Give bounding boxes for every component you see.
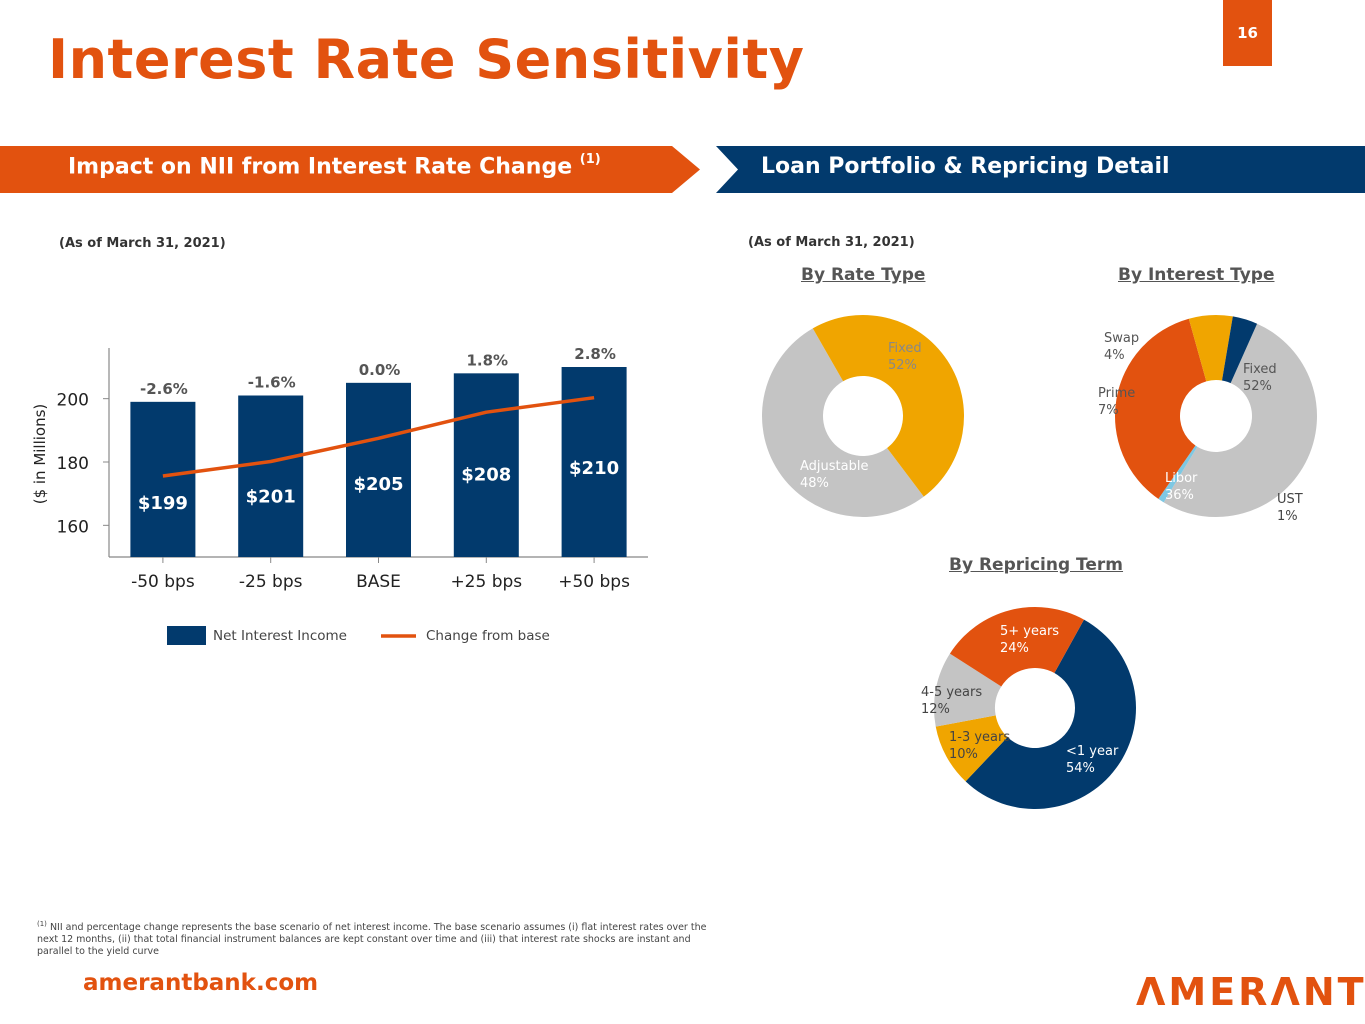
as-of-date-right: (As of March 31, 2021) (748, 235, 915, 250)
slice-label: 4-5 years (921, 685, 982, 700)
page-title: Interest Rate Sensitivity (48, 28, 805, 91)
slice-pct: 1% (1277, 509, 1298, 524)
slice-pct: 7% (1098, 403, 1119, 418)
bar-value-label: $205 (353, 474, 403, 495)
x-tick-label: -50 bps (131, 572, 195, 592)
donut-slice (1222, 316, 1258, 384)
donut-slice (812, 315, 964, 497)
y-tick-label: 200 (57, 391, 89, 411)
donut-slice (1188, 315, 1233, 382)
legend-nii-label: Net Interest Income (213, 628, 347, 644)
footnote-mark: (1) (579, 152, 601, 167)
repricing-term-donut: <1 year 54% 1-3 years 10% 4-5 years 12% 5+ yea… (921, 607, 1136, 809)
slice-label: Libor (1165, 471, 1198, 486)
donut-slice (761, 328, 924, 517)
bar-value-label: $210 (569, 458, 619, 479)
bar-value-label: $199 (138, 493, 188, 514)
interest-type-donut: Fixed 52% UST 1% Libor 36% Prime 7% Swap 4% (1098, 315, 1318, 524)
legend-change-label: Change from base (426, 628, 550, 644)
loan-section-title: Loan Portfolio & Repricing Detail (761, 154, 1170, 179)
slice-label: <1 year (1066, 744, 1119, 759)
slice-label: Swap (1104, 331, 1139, 346)
change-pct-label: 1.8% (466, 351, 508, 369)
donut-slice (1115, 318, 1207, 499)
slice-label: Fixed (1243, 362, 1277, 377)
slice-pct: 48% (800, 476, 829, 491)
as-of-date-left: (As of March 31, 2021) (59, 236, 226, 251)
donut-slice (934, 653, 1002, 727)
donut-slice (1158, 445, 1198, 503)
bar-value-label: $208 (461, 464, 511, 485)
slice-label: 1-3 years (949, 730, 1010, 745)
rate-type-title: By Rate Type (801, 265, 926, 285)
donut-slice (965, 619, 1136, 809)
slice-label: Prime (1098, 386, 1135, 401)
donut-slice (949, 607, 1084, 687)
slice-label: 5+ years (1000, 624, 1059, 639)
y-axis-label: ($ in Millions) (31, 404, 49, 505)
nii-section-title: Impact on NII from Interest Rate Change … (68, 152, 601, 180)
donut-slice (1163, 323, 1318, 517)
rate-type-donut: Fixed 52% Adjustable 48% (761, 315, 964, 517)
slice-pct: 12% (921, 702, 950, 717)
bar-nii (238, 395, 304, 557)
legend-nii-swatch (167, 626, 206, 645)
change-pct-label: -1.6% (248, 374, 296, 392)
bar-nii (453, 373, 519, 557)
slice-label: Adjustable (800, 459, 868, 474)
slice-pct: 10% (949, 747, 978, 762)
x-tick-label: +50 bps (558, 572, 630, 592)
nii-bar-chart: 160 180 200 ($ in Millions) -50 bps -2.6% $199… (31, 345, 648, 645)
interest-type-title: By Interest Type (1118, 265, 1275, 285)
slice-pct: 4% (1104, 348, 1125, 363)
slice-label: UST (1277, 492, 1303, 507)
change-pct-label: 0.0% (359, 361, 401, 379)
bar-nii (346, 382, 411, 557)
change-pct-label: -2.6% (140, 380, 188, 398)
bar-nii (130, 401, 196, 557)
loan-section-banner: Loan Portfolio & Repricing Detail (716, 146, 1365, 193)
donut-slice (935, 715, 1008, 782)
page-number: 16 (1223, 0, 1272, 66)
x-tick-label: +25 bps (450, 572, 522, 592)
nii-section-banner: Impact on NII from Interest Rate Change … (0, 146, 700, 193)
slice-pct: 24% (1000, 641, 1029, 656)
slice-pct: 36% (1165, 488, 1194, 503)
website-link[interactable]: amerantbank.com (83, 970, 319, 996)
slice-label: Fixed (888, 341, 922, 356)
slice-pct: 54% (1066, 761, 1095, 776)
x-tick-label: BASE (356, 572, 401, 592)
change-from-base-line (162, 395, 595, 478)
slice-pct: 52% (1243, 379, 1272, 394)
slice-pct: 52% (888, 358, 917, 373)
y-tick-label: 180 (57, 454, 89, 474)
y-tick-label: 160 (57, 517, 89, 537)
footnote: (1) NII and percentage change represents… (37, 920, 707, 958)
repricing-term-title: By Repricing Term (949, 555, 1124, 575)
x-tick-label: -25 bps (239, 572, 303, 592)
amerant-logo: ΛMERΛNT (1136, 970, 1365, 1014)
bar-value-label: $201 (246, 487, 296, 508)
change-pct-label: 2.8% (574, 345, 616, 363)
